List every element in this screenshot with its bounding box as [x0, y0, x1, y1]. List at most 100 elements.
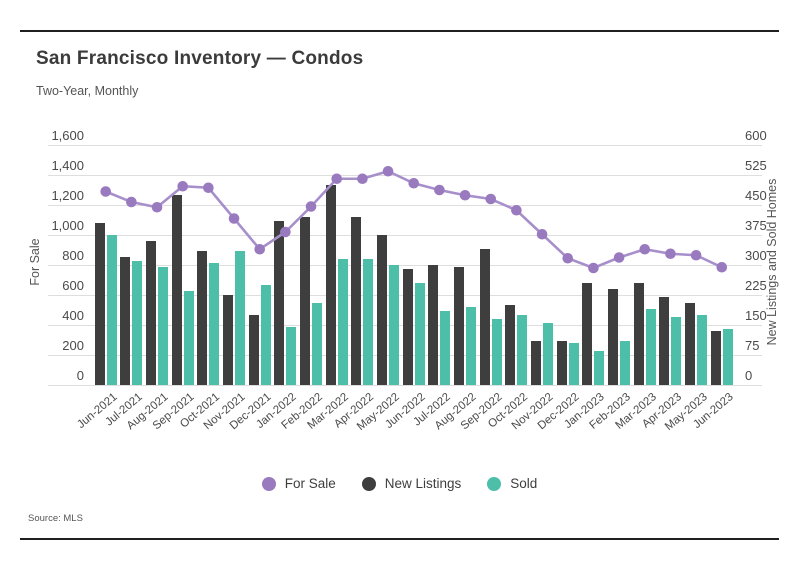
bar-new-listings: [300, 217, 311, 385]
for-sale-point: [639, 243, 651, 255]
legend-item: New Listings: [361, 476, 462, 491]
for-sale-point: [716, 261, 728, 273]
bar-new-listings: [454, 267, 465, 385]
y-axis-tick-right: 300: [745, 248, 767, 263]
for-sale-point: [613, 252, 625, 263]
bar-new-listings: [556, 341, 567, 385]
y-axis-tick-right: 375: [745, 218, 767, 233]
y-axis-tick-right: 450: [745, 188, 767, 203]
y-axis-tick-left: 1,200: [51, 188, 84, 203]
y-axis-tick-left: 1,600: [51, 128, 84, 143]
bar-sold: [440, 311, 451, 385]
bar-sold: [106, 235, 117, 385]
y-axis-tick-right: 0: [745, 368, 753, 383]
bar-new-listings: [479, 249, 490, 385]
bar-new-listings: [402, 269, 413, 385]
legend-label: Sold: [510, 476, 538, 491]
bottom-rule: [20, 538, 779, 540]
for-sale-point: [100, 186, 111, 197]
y-axis-tick-right: 75: [745, 338, 760, 353]
bar-sold: [594, 351, 605, 385]
for-sale-point: [485, 193, 497, 205]
for-sale-point: [254, 243, 266, 255]
bar-new-listings: [531, 341, 542, 385]
bar-sold: [722, 329, 733, 385]
bar-sold: [209, 263, 220, 385]
y-axis-tick-right: 225: [745, 278, 767, 293]
bar-new-listings: [377, 235, 388, 385]
chart-title: San Francisco Inventory — Condos: [36, 48, 364, 69]
legend-item: For Sale: [261, 476, 336, 491]
legend-label: New Listings: [384, 476, 462, 491]
bar-new-listings: [505, 305, 516, 385]
y-axis-tick-left: 1,000: [51, 218, 84, 233]
chart-subtitle: Two-Year, Monthly: [36, 84, 139, 98]
bar-new-listings: [351, 217, 362, 385]
for-sale-point: [177, 180, 189, 192]
y-axis-tick-left: 200: [62, 338, 84, 353]
for-sale-point: [562, 252, 574, 264]
for-sale-point: [511, 204, 522, 216]
bar-new-listings: [248, 315, 259, 385]
gridline: [48, 145, 762, 146]
bar-new-listings: [94, 223, 105, 385]
bar-sold: [260, 285, 271, 385]
gridline: [48, 205, 762, 206]
for-sale-point: [665, 248, 676, 260]
legend-swatch-sold: [487, 476, 502, 491]
bar-sold: [312, 303, 323, 385]
bar-sold: [414, 283, 425, 385]
for-sale-point: [408, 177, 420, 189]
bar-sold: [466, 307, 477, 385]
bar-sold: [132, 261, 143, 385]
for-sale-point: [459, 189, 471, 201]
bar-new-listings: [274, 221, 285, 385]
top-rule: [20, 30, 779, 32]
y-axis-tick-right: 150: [745, 308, 767, 323]
legend-swatch-for-sale: [261, 476, 276, 491]
bar-new-listings: [659, 297, 670, 385]
bar-new-listings: [710, 331, 721, 385]
legend-item: Sold: [487, 476, 537, 491]
bar-sold: [645, 309, 656, 385]
y-axis-tick-left: 800: [62, 248, 84, 263]
bar-new-listings: [428, 265, 439, 385]
bar-sold: [389, 265, 400, 385]
chart-legend: For Sale New Listings Sold: [0, 476, 799, 491]
bar-new-listings: [223, 295, 234, 385]
bar-sold: [568, 343, 579, 385]
bar-new-listings: [171, 195, 182, 385]
bar-new-listings: [325, 185, 336, 385]
bar-sold: [491, 319, 502, 385]
bar-sold: [517, 315, 528, 385]
bar-sold: [697, 315, 708, 385]
gridline: [48, 385, 762, 386]
for-sale-point: [690, 249, 702, 261]
bar-sold: [620, 341, 631, 385]
bar-new-listings: [120, 257, 131, 385]
y-axis-tick-left: 600: [62, 278, 84, 293]
for-sale-point: [203, 182, 214, 194]
bar-new-listings: [197, 251, 208, 385]
bar-sold: [183, 291, 194, 385]
bar-sold: [235, 251, 246, 385]
bar-new-listings: [582, 283, 593, 385]
y-axis-tick-right: 600: [745, 128, 767, 143]
gridline: [48, 175, 762, 176]
bar-sold: [671, 317, 682, 385]
bar-new-listings: [608, 289, 619, 385]
legend-label: For Sale: [284, 476, 336, 491]
for-sale-point: [228, 213, 240, 224]
source-note: Source: MLS: [28, 513, 83, 524]
y-axis-tick-left: 1,400: [51, 158, 84, 173]
bar-sold: [363, 259, 374, 385]
legend-swatch-new-listings: [361, 476, 376, 491]
bar-sold: [543, 323, 554, 385]
bar-new-listings: [633, 283, 644, 385]
y-axis-tick-left: 400: [62, 308, 84, 323]
y-axis-tick-right: 525: [745, 158, 767, 173]
bar-sold: [337, 259, 348, 385]
y-axis-tick-left: 0: [76, 368, 84, 383]
